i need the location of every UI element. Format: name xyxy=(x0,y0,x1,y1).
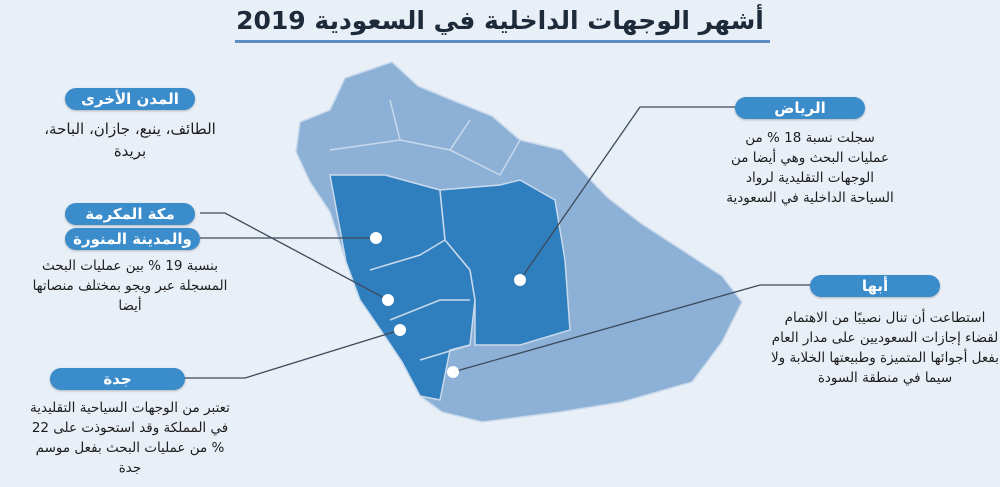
region-internal-lines xyxy=(369,239,471,361)
label-jeddah: جدة xyxy=(50,368,185,390)
page-title: أشهر الوجهات الداخلية في السعودية 2019 xyxy=(236,6,764,35)
title-underline xyxy=(235,40,770,43)
dot-abha xyxy=(447,366,459,378)
dot-madinah xyxy=(370,232,382,244)
label-other-cities: المدن الأخرى xyxy=(65,88,195,110)
text-other-cities: الطائف، ينبع، جازان، الباحة، بريدة xyxy=(44,120,216,160)
makkah-connector xyxy=(200,212,389,301)
dot-jeddah xyxy=(394,324,406,336)
text-jeddah: تعتبر من الوجهات السياحية التقليدية في ا… xyxy=(30,400,230,476)
text-riyadh: سجلت نسبة 18 % من عمليات البحث وهي أيضا … xyxy=(726,130,894,206)
region-boundaries xyxy=(329,99,521,191)
label-abha: أبها xyxy=(810,275,940,297)
region-riyadh xyxy=(439,179,571,346)
abha-connector xyxy=(452,284,815,373)
label-makkah: مكة المكرمة xyxy=(65,203,195,225)
riyadh-connector xyxy=(519,106,735,281)
jeddah-connector xyxy=(170,329,401,379)
dot-makkah xyxy=(382,294,394,306)
text-makkah-madinah: بنسبة 19 % بين عمليات البحث المسجلة عبر … xyxy=(32,258,228,314)
label-riyadh: الرياض xyxy=(735,97,865,119)
label-madinah: والمدينة المنورة xyxy=(65,228,200,250)
text-abha: استطاعت أن تنال نصيبًا من الاهتمام لقضاء… xyxy=(770,310,1000,386)
dot-riyadh xyxy=(514,274,526,286)
